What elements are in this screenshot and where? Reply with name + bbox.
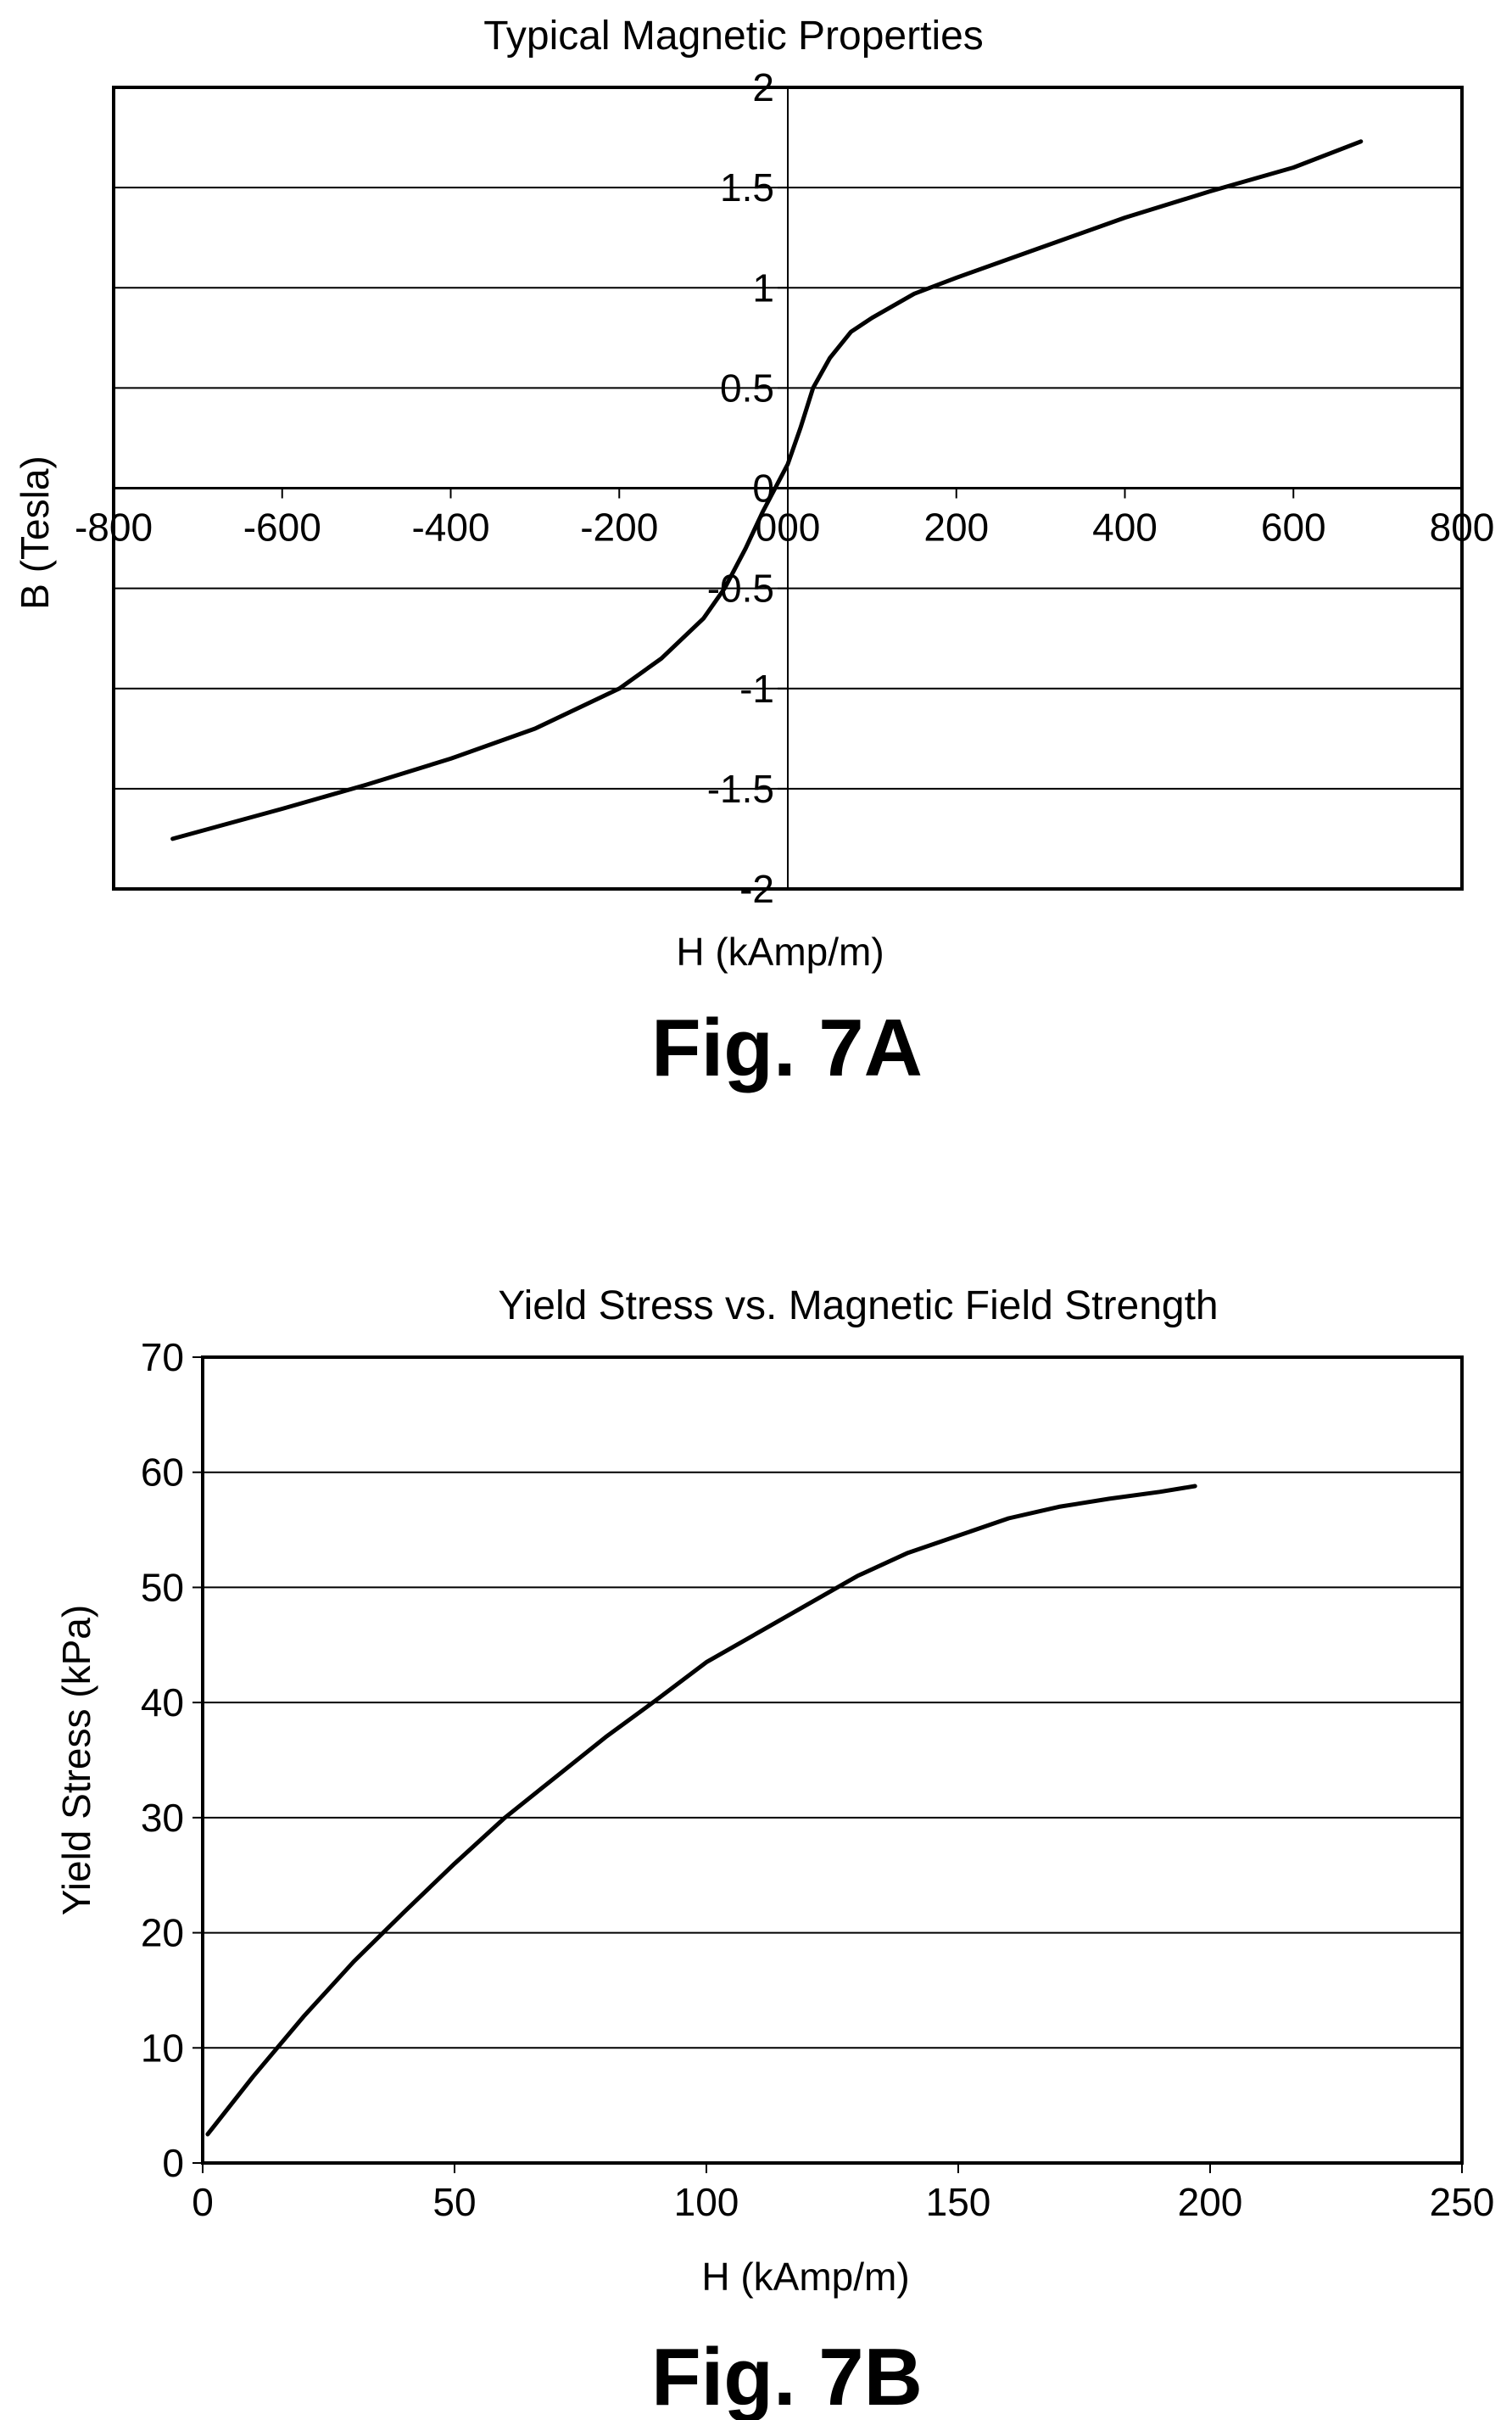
chart-7a-x-tick-label: 000 — [756, 506, 821, 550]
chart-7b-y-tick-labels: 0 10 20 30 40 50 60 70 — [141, 1335, 184, 2185]
chart-7b-x-axis-label: H (kAmp/m) — [701, 2255, 909, 2299]
chart-7b-x-tick-label: 50 — [432, 2180, 476, 2224]
chart-7b-y-tick-label: 50 — [141, 1565, 184, 1609]
chart-7a-x-tick-label: 400 — [1092, 506, 1158, 550]
chart-7b-y-tick-label: 60 — [141, 1450, 184, 1495]
chart-7a-y-tick-labels: -2 -1.5 -1 -0.5 0 0.5 1 1.5 2 — [707, 65, 774, 911]
chart-7b-x-tick-label: 150 — [926, 2180, 991, 2224]
chart-7b-y-tick-label: 0 — [162, 2141, 184, 2185]
chart-7b-y-tick-label: 30 — [141, 1796, 184, 1840]
chart-7b-x-tick-labels: 0 50 100 150 200 250 — [192, 2180, 1494, 2224]
chart-7a-x-axis-label: H (kAmp/m) — [676, 930, 884, 974]
chart-7b-x-tick-label: 100 — [674, 2180, 739, 2224]
chart-7a-x-tick-label: 600 — [1261, 506, 1326, 550]
chart-7b-x-tick-label: 0 — [192, 2180, 214, 2224]
chart-7b: Yield Stress vs. Magnetic Field Strength… — [54, 1283, 1494, 2420]
chart-7b-caption: Fig. 7B — [651, 2332, 923, 2420]
chart-7a-y-tick-label: -2 — [739, 867, 774, 911]
chart-7a-title: Typical Magnetic Properties — [483, 14, 984, 59]
chart-7a-axes — [113, 87, 1463, 890]
chart-7a-x-tick-labels: -800 -600 -400 -200 000 200 400 600 800 — [75, 506, 1494, 550]
chart-7b-x-tick-label: 250 — [1430, 2180, 1495, 2224]
chart-7a-y-tick-label: 0.5 — [720, 366, 774, 410]
chart-7a-x-tick-label: -600 — [243, 506, 321, 550]
chart-7a-y-tick-label: 2 — [752, 65, 774, 109]
chart-7b-y-axis-label: Yield Stress (kPa) — [54, 1605, 98, 1915]
chart-7a-x-tick-label: 800 — [1430, 506, 1495, 550]
chart-7b-plot-frame — [201, 1355, 1464, 2165]
chart-7a-caption: Fig. 7A — [651, 1003, 923, 1093]
chart-7a-x-tick-label: -400 — [411, 506, 489, 550]
chart-7b-title: Yield Stress vs. Magnetic Field Strength — [498, 1283, 1218, 1328]
chart-7a-y-tick-label: 1 — [752, 265, 774, 310]
chart-7a-y-tick-label: 1.5 — [720, 165, 774, 210]
chart-7b-y-tick-label: 10 — [141, 2026, 184, 2070]
chart-7b-series-line — [205, 1484, 1197, 2137]
chart-7b-y-tick-label: 20 — [141, 1911, 184, 1955]
chart-7a-x-tick-label: 200 — [923, 506, 989, 550]
chart-7a-y-tick-label: -0.5 — [707, 567, 774, 611]
chart-7b-x-tick-label: 200 — [1178, 2180, 1243, 2224]
chart-7b-gridlines — [192, 1356, 1463, 2173]
chart-7a: Typical Magnetic Properties -800 -600 -400… — [13, 14, 1494, 1093]
chart-7b-y-tick-label: 70 — [141, 1335, 184, 1379]
chart-7a-y-tick-label: 0 — [752, 467, 774, 511]
chart-7a-y-tick-label: -1 — [739, 667, 774, 711]
chart-7b-y-tick-label: 40 — [141, 1680, 184, 1724]
chart-7a-x-tick-label: -800 — [75, 506, 153, 550]
chart-7a-x-tick-label: -200 — [580, 506, 658, 550]
chart-7a-y-tick-label: -1.5 — [707, 767, 774, 811]
chart-7a-series-line — [170, 139, 1364, 841]
chart-7a-y-axis-label: B (Tesla) — [13, 455, 57, 609]
